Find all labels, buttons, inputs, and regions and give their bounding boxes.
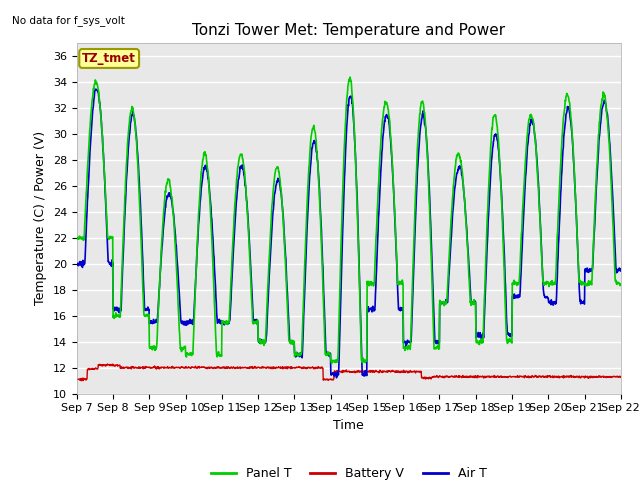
Line: Panel T: Panel T (77, 77, 621, 363)
Air T (181, 319, 189, 324)
Air T (505, 332, 513, 338)
Air T (195, 229, 202, 235)
Text: No data for f_sys_volt: No data for f_sys_volt (12, 15, 124, 26)
Panel T (617, 282, 625, 288)
Battery V (104, 361, 111, 367)
Title: Tonzi Tower Met: Temperature and Power: Tonzi Tower Met: Temperature and Power (192, 23, 506, 38)
Panel T (434, 345, 442, 350)
Line: Air T: Air T (77, 89, 621, 378)
Panel T (346, 74, 354, 80)
Panel T (194, 230, 202, 236)
Legend: Panel T, Battery V, Air T: Panel T, Battery V, Air T (206, 462, 492, 480)
Battery V (73, 376, 81, 382)
Air T (333, 375, 340, 381)
Battery V (77, 378, 85, 384)
Panel T (553, 246, 561, 252)
Battery V (505, 373, 513, 379)
Panel T (180, 345, 188, 350)
Battery V (195, 364, 202, 370)
Air T (92, 86, 100, 92)
Air T (553, 282, 561, 288)
Battery V (434, 374, 442, 380)
Panel T (255, 339, 262, 345)
Battery V (553, 374, 561, 380)
Text: TZ_tmet: TZ_tmet (82, 52, 136, 65)
Air T (255, 336, 263, 342)
Air T (73, 261, 81, 267)
Battery V (617, 374, 625, 380)
X-axis label: Time: Time (333, 419, 364, 432)
Panel T (505, 339, 513, 345)
Panel T (328, 360, 335, 366)
Air T (434, 338, 442, 344)
Panel T (73, 235, 81, 241)
Air T (617, 266, 625, 272)
Battery V (182, 364, 189, 370)
Y-axis label: Temperature (C) / Power (V): Temperature (C) / Power (V) (35, 132, 47, 305)
Line: Battery V: Battery V (77, 364, 621, 381)
Battery V (255, 365, 263, 371)
